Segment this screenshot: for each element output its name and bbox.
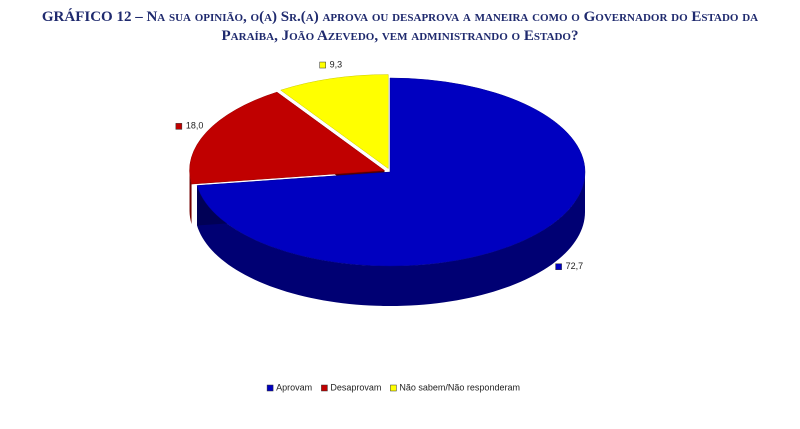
slice — [196, 77, 586, 267]
chart-title: GRÁFICO 12 – Na sua opinião, o(a) Sr.(a)… — [41, 9, 759, 44]
legend-swatch — [390, 384, 397, 392]
legend-label: Aprovam — [276, 382, 312, 392]
slice — [280, 74, 389, 170]
label-key — [319, 61, 326, 69]
legend-label: Não sabem/Não responderam — [399, 382, 520, 392]
slice-side — [189, 170, 192, 225]
data-label: 72,7 — [566, 261, 584, 271]
legend-label: Desaprovam — [330, 382, 381, 392]
data-label: 9,3 — [330, 59, 343, 69]
legend-swatch — [266, 384, 274, 392]
label-key — [555, 263, 562, 270]
data-label: 18,0 — [186, 121, 204, 131]
slice-side — [197, 172, 585, 306]
legend-swatch — [321, 384, 328, 392]
label-key — [175, 123, 183, 130]
slice — [189, 91, 386, 185]
